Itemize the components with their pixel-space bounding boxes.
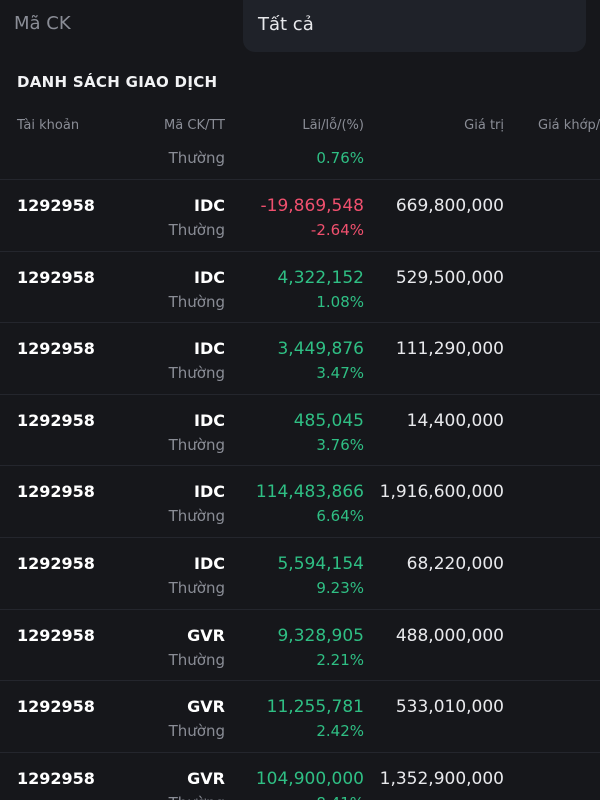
section-title: DANH SÁCH GIAO DỊCH (17, 73, 218, 91)
symbol-cell: GVR (187, 768, 225, 788)
account-cell: 1292958 (17, 553, 95, 573)
value-cell: 669,800,000 (395, 196, 504, 216)
symbol-cell: IDC (194, 267, 225, 287)
column-header-account[interactable]: Tài khoản (17, 118, 80, 133)
order-type-cell: Thường (168, 435, 225, 454)
symbol-cell: IDC (194, 196, 225, 215)
pnl-amount-cell: 9,328,905 (277, 625, 364, 646)
transaction-row[interactable]: 1292958 GVR Thường 104,900,000 8.41% 1,352,90… (0, 753, 600, 800)
symbol-cell: GVR (187, 625, 225, 645)
pnl-amount-cell: 104,900,000 (255, 768, 364, 789)
pnl-amount-cell: -19,869,548 (260, 196, 364, 216)
order-type-cell: Thường (168, 650, 225, 669)
value-cell: 488,000,000 (395, 625, 504, 646)
transaction-row[interactable]: 1292958 IDC Thường -19,869,548 -2.64% 669,800… (0, 180, 600, 252)
transaction-row[interactable]: 1292958 IDC Thường 3,449,876 3.47% 111,290,00… (0, 323, 600, 395)
stock-code-filter-input[interactable]: Mã CK (14, 13, 71, 34)
pnl-percent-cell: -2.64% (310, 221, 364, 239)
account-cell: 1292958 (17, 267, 95, 287)
filter-bar: Mã CK Tất cả (0, 0, 600, 52)
value-cell: 1,352,900,000 (379, 768, 504, 789)
value-cell: 14,400,000 (406, 410, 504, 431)
pnl-percent-cell: 0.76% (316, 149, 364, 167)
order-type-filter-select[interactable]: Tất cả (243, 0, 586, 52)
pnl-percent-cell: 3.76% (316, 435, 364, 454)
pnl-percent-cell: 6.64% (316, 507, 364, 526)
transaction-row[interactable]: 1292958 GVR Thường 9,328,905 2.21% 488,000,00… (0, 610, 600, 682)
value-cell: 529,500,000 (395, 267, 504, 288)
order-type-cell: Thường (168, 578, 225, 597)
pnl-percent-cell: 2.21% (316, 650, 364, 669)
order-type-cell: Thường (168, 149, 225, 167)
pnl-amount-cell: 11,255,781 (266, 697, 364, 718)
pnl-percent-cell: 1.08% (316, 292, 364, 311)
order-type-cell: Thường (168, 722, 225, 741)
transaction-row[interactable]: Thường 0.76% (0, 145, 600, 180)
table-header: Tài khoản Mã CK/TT Lãi/lỗ/(%) Giá trị Gi… (0, 118, 600, 138)
pnl-amount-cell: 114,483,866 (255, 482, 364, 503)
transaction-list[interactable]: Thường 0.76% 1292958 IDC Thường -19,869,548 -2… (0, 145, 600, 800)
order-type-cell: Thường (168, 292, 225, 311)
pnl-amount-cell: 4,322,152 (277, 267, 364, 288)
pnl-percent-cell: 2.42% (316, 722, 364, 741)
pnl-percent-cell: 3.47% (316, 364, 364, 383)
transaction-row[interactable]: 1292958 IDC Thường 485,045 3.76% 14,400,000 (0, 395, 600, 467)
value-cell: 1,916,600,000 (379, 482, 504, 503)
transaction-row[interactable]: 1292958 IDC Thường 4,322,152 1.08% 529,500,00… (0, 252, 600, 324)
pnl-percent-cell: 9.23% (316, 578, 364, 597)
pnl-amount-cell: 3,449,876 (277, 339, 364, 360)
account-cell: 1292958 (17, 697, 95, 717)
pnl-percent-cell: 8.41% (316, 794, 364, 800)
value-cell: 68,220,000 (406, 553, 504, 574)
order-type-cell: Thường (168, 507, 225, 526)
column-header-value[interactable]: Giá trị (464, 118, 504, 133)
column-header-match-price[interactable]: Giá khớp/ (538, 118, 600, 133)
pnl-amount-cell: 485,045 (293, 410, 364, 431)
value-cell: 111,290,000 (395, 339, 504, 360)
value-cell: 533,010,000 (395, 697, 504, 718)
column-header-pnl[interactable]: Lãi/lỗ/(%) (302, 118, 364, 133)
order-type-cell: Thường (168, 364, 225, 383)
symbol-cell: GVR (187, 697, 225, 717)
symbol-cell: IDC (194, 482, 225, 502)
order-type-selected-value: Tất cả (258, 14, 314, 35)
symbol-cell: IDC (194, 410, 225, 430)
account-cell: 1292958 (17, 196, 95, 215)
pnl-amount-cell: 5,594,154 (277, 553, 364, 574)
column-header-symbol[interactable]: Mã CK/TT (164, 118, 225, 133)
order-type-cell: Thường (168, 221, 225, 239)
order-type-cell: Thường (169, 794, 225, 800)
account-cell: 1292958 (17, 625, 95, 645)
account-cell: 1292958 (17, 339, 95, 359)
account-cell: 1292958 (17, 410, 95, 430)
account-cell: 1292958 (17, 482, 95, 502)
account-cell: 1292958 (17, 768, 95, 788)
symbol-cell: IDC (194, 339, 225, 359)
transaction-row[interactable]: 1292958 IDC Thường 114,483,866 6.64% 1,916,60… (0, 466, 600, 538)
transaction-row[interactable]: 1292958 GVR Thường 11,255,781 2.42% 533,010,0… (0, 681, 600, 753)
symbol-cell: IDC (194, 553, 225, 573)
transaction-row[interactable]: 1292958 IDC Thường 5,594,154 9.23% 68,220,000 (0, 538, 600, 610)
